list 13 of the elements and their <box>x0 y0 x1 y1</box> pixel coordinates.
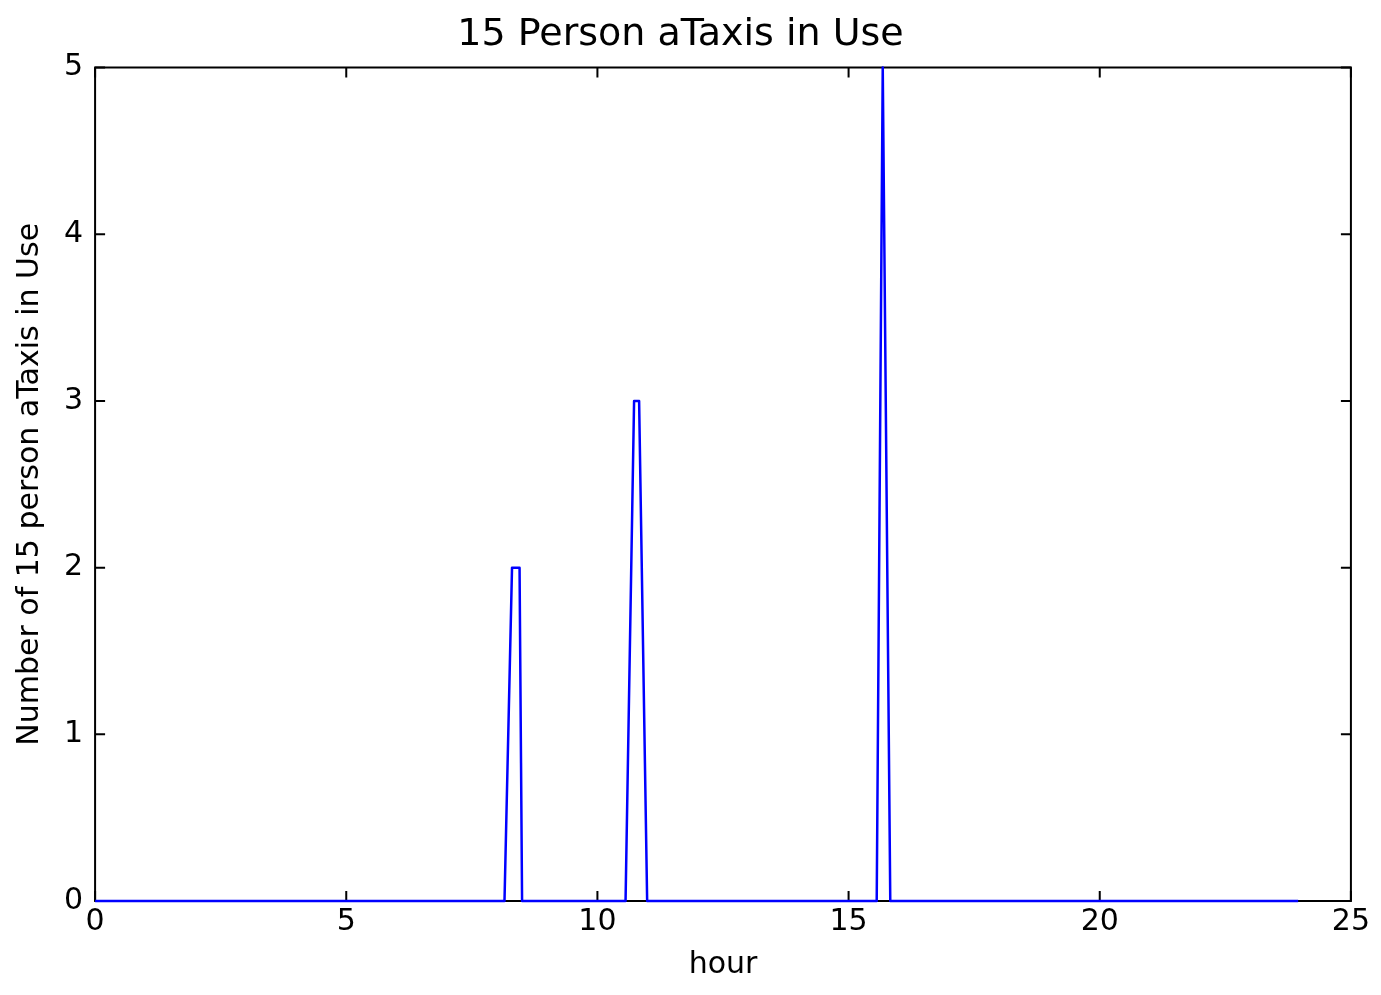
y-axis-title: Number of 15 person aTaxis in Use <box>9 222 45 746</box>
y-tick-label: 2 <box>63 547 84 583</box>
x-tick-label: 20 <box>1080 901 1119 937</box>
y-tick-label: 3 <box>63 380 84 416</box>
y-tick-label: 5 <box>63 47 84 83</box>
chart-title: 15 Person aTaxis in Use <box>457 9 904 54</box>
x-tick-label: 10 <box>578 901 617 937</box>
y-tick-label: 1 <box>63 714 84 750</box>
y-tick-label: 4 <box>63 214 84 250</box>
x-tick-label: 25 <box>1331 901 1371 937</box>
x-tick-label: 15 <box>829 901 868 937</box>
x-axis-title: hour <box>688 944 759 980</box>
x-tick-label: 5 <box>336 901 356 937</box>
